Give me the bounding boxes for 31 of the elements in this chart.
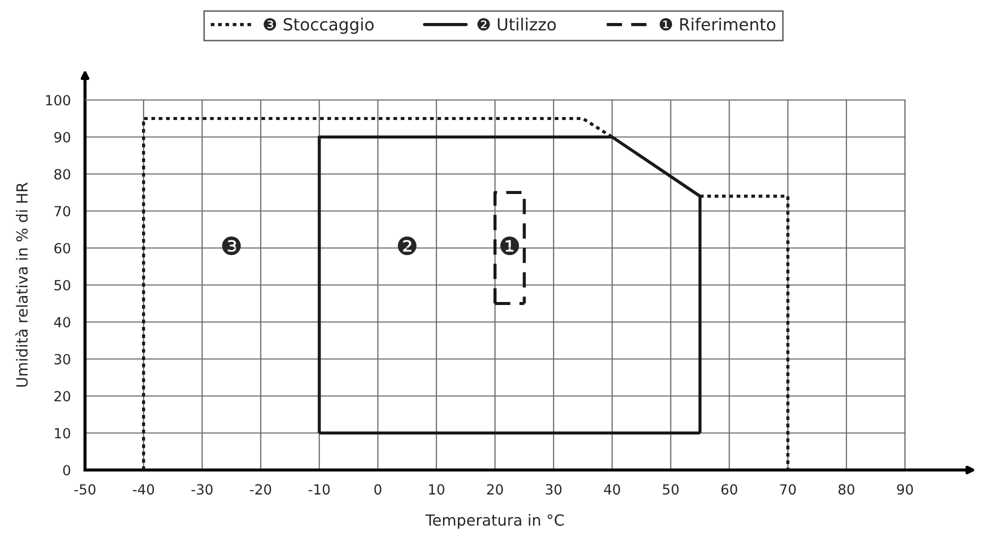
x-tick-label: 50 bbox=[662, 484, 679, 495]
x-tick-label: -30 bbox=[191, 484, 213, 495]
x-tick-label: -10 bbox=[308, 484, 330, 495]
y-tick-label: 50 bbox=[54, 280, 70, 290]
y-tick-label: 40 bbox=[54, 316, 70, 328]
x-tick-label: 0 bbox=[374, 484, 382, 495]
x-tick-label: 80 bbox=[838, 484, 854, 495]
y-tick-label: 10 bbox=[54, 428, 70, 438]
y-tick-label: 80 bbox=[54, 168, 70, 180]
x-tick-label: 30 bbox=[546, 484, 562, 495]
x-tick-label: 40 bbox=[604, 484, 620, 495]
x-axis-title: Temperatura in °C bbox=[425, 514, 564, 529]
legend-label: ❶ Riferimento bbox=[660, 18, 776, 31]
legend-label: ❸ Stoccaggio bbox=[264, 18, 374, 34]
y-tick-label: 0 bbox=[63, 464, 70, 476]
y-tick-label: 30 bbox=[54, 354, 70, 364]
x-tick-label: 10 bbox=[429, 484, 444, 495]
legend-label: ❷ Utilizzo bbox=[477, 18, 556, 31]
y-tick-label: 60 bbox=[54, 242, 70, 254]
x-tick-label: 70 bbox=[780, 484, 796, 495]
x-tick-label: -20 bbox=[250, 484, 272, 495]
y-tick-label: 90 bbox=[54, 132, 70, 142]
y-tick-label: 70 bbox=[54, 206, 70, 216]
y-axis-title: Umidità relativa in % di HR bbox=[15, 182, 28, 387]
y-tick-label: 100 bbox=[46, 94, 70, 106]
x-tick-label: -50 bbox=[74, 484, 96, 495]
x-tick-label: 90 bbox=[897, 484, 913, 495]
x-tick-label: 20 bbox=[487, 484, 503, 495]
y-tick-label: 20 bbox=[54, 390, 70, 402]
x-tick-label: 60 bbox=[721, 484, 738, 495]
x-tick-label: -40 bbox=[132, 484, 154, 495]
